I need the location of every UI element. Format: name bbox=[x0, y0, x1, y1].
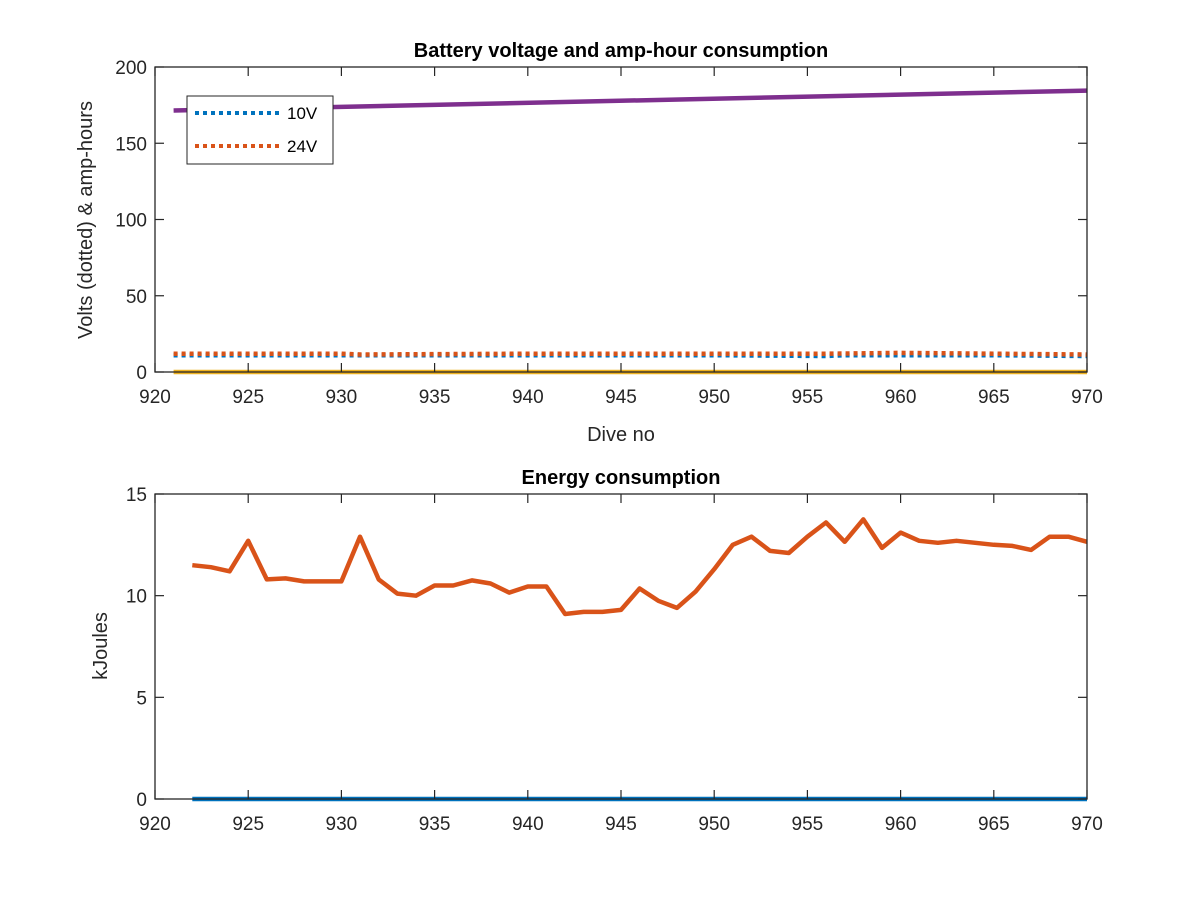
top-x-tick-label: 955 bbox=[792, 387, 824, 408]
top-x-tick-label: 960 bbox=[885, 387, 917, 408]
bottom-y-axis-label: kJoules bbox=[90, 612, 112, 680]
bottom-chart-title: Energy consumption bbox=[522, 467, 721, 489]
bottom-x-tick-label: 970 bbox=[1071, 814, 1103, 835]
top-x-tick-label: 920 bbox=[139, 387, 171, 408]
top-x-tick-label: 930 bbox=[326, 387, 358, 408]
top-y-tick-label: 100 bbox=[115, 211, 147, 232]
top-chart: 920 925 930 935 940 945 950 955 960 965 970 0 50 100 1… bbox=[75, 40, 1103, 446]
bottom-x-tick-label: 965 bbox=[978, 814, 1010, 835]
top-chart-title: Battery voltage and amp-hour consumption bbox=[414, 40, 828, 62]
bottom-x-tick-label: 950 bbox=[698, 814, 730, 835]
legend-label-24v: 24V bbox=[287, 137, 318, 156]
bottom-plot-area bbox=[155, 494, 1087, 799]
bottom-x-tick-label: 945 bbox=[605, 814, 637, 835]
bottom-y-tick-label: 10 bbox=[126, 587, 147, 608]
top-x-tick-label: 940 bbox=[512, 387, 544, 408]
top-x-tick-label: 970 bbox=[1071, 387, 1103, 408]
bottom-y-tick-label: 5 bbox=[136, 688, 147, 709]
top-legend: 10V 24V bbox=[186, 95, 334, 165]
top-y-axis-label: Volts (dotted) & amp-hours bbox=[75, 101, 97, 339]
bottom-x-tick-label: 930 bbox=[326, 814, 358, 835]
top-y-tick-label: 50 bbox=[126, 287, 147, 308]
top-y-tick-label: 150 bbox=[115, 134, 147, 155]
top-series-24v bbox=[173, 350, 1088, 357]
top-x-tick-label: 935 bbox=[419, 387, 451, 408]
bottom-x-tick-label: 920 bbox=[139, 814, 171, 835]
bottom-y-tick-label: 0 bbox=[136, 790, 147, 811]
legend-label-10v: 10V bbox=[287, 104, 318, 123]
bottom-y-tick-label: 15 bbox=[126, 485, 147, 506]
top-x-tick-label: 945 bbox=[605, 387, 637, 408]
bottom-series-line-1 bbox=[192, 517, 1088, 617]
bottom-x-tick-label: 925 bbox=[232, 814, 264, 835]
top-x-tick-label: 925 bbox=[232, 387, 264, 408]
top-x-axis-label: Dive no bbox=[587, 424, 655, 446]
top-x-tick-label: 950 bbox=[698, 387, 730, 408]
bottom-x-tick-label: 960 bbox=[885, 814, 917, 835]
bottom-x-tick-label: 955 bbox=[792, 814, 824, 835]
top-x-tick-label: 965 bbox=[978, 387, 1010, 408]
legend-box bbox=[186, 95, 334, 165]
bottom-x-tick-label: 935 bbox=[419, 814, 451, 835]
bottom-chart: 920 925 930 935 940 945 950 955 960 965 970051015 … bbox=[90, 467, 1103, 835]
top-y-tick-label: 200 bbox=[115, 58, 147, 79]
top-y-tick-label: 0 bbox=[136, 363, 147, 384]
bottom-x-tick-label: 940 bbox=[512, 814, 544, 835]
